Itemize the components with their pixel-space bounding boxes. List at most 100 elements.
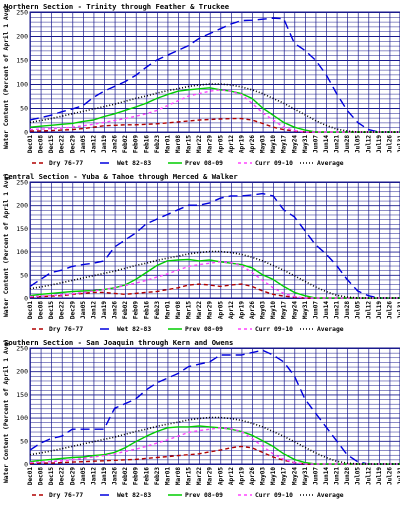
legend-label: Dry 76-77 — [49, 160, 83, 167]
x-tick-label: May03 — [260, 301, 267, 319]
x-tick-label: Jan05 — [80, 467, 87, 485]
x-tick-label: Apr05 — [217, 467, 224, 485]
x-tick-label: Apr05 — [217, 301, 224, 319]
x-tick-label: Feb23 — [154, 301, 161, 319]
x-tick-label: May03 — [260, 135, 267, 153]
x-tick-label: Feb16 — [143, 301, 150, 319]
series-line-2 — [29, 192, 400, 299]
x-tick-label: Jun07 — [312, 467, 319, 485]
x-tick-label: May31 — [302, 135, 309, 153]
chart-panel-3: Southern Section - San Joaquin through K… — [2, 338, 400, 499]
x-tick-label: May10 — [270, 467, 277, 485]
x-tick-label: Jan05 — [80, 135, 87, 153]
y-axis-label: Water Content (Percent of April 1 Avg) — [2, 5, 10, 149]
x-tick-label: Mar22 — [196, 301, 203, 319]
y-tick-label: 100 — [16, 248, 28, 256]
x-tick-label: Jun14 — [323, 301, 330, 319]
x-tick-label: Feb09 — [133, 135, 140, 153]
x-tick-label: Jun14 — [323, 467, 330, 485]
x-tick-label: Apr19 — [238, 135, 245, 153]
x-tick-label: Jun28 — [344, 135, 351, 153]
x-tick-label: Jan26 — [112, 301, 119, 319]
x-tick-label: Dec29 — [69, 301, 76, 319]
legend-label: Curr 09-10 — [255, 492, 293, 499]
x-tick-label: Mar15 — [186, 301, 193, 319]
plot-area — [29, 11, 400, 133]
x-tick-label: Mar15 — [186, 135, 193, 153]
x-tick-label: May17 — [281, 135, 288, 153]
x-tick-label: Jan19 — [101, 467, 108, 485]
series-line-4 — [29, 89, 400, 133]
x-tick-label: Mar29 — [207, 467, 214, 485]
x-tick-label: Jul05 — [355, 135, 362, 153]
x-tick-label: Jul26 — [386, 301, 393, 319]
x-tick-label: Feb23 — [154, 467, 161, 485]
y-tick-label: 250 — [16, 179, 28, 187]
x-tick-label: Feb02 — [122, 135, 129, 153]
x-tick-label: Jun21 — [334, 135, 341, 153]
x-tick-label: May10 — [270, 301, 277, 319]
chart-panel-2: Central Section - Yuba & Tahoe through M… — [2, 172, 400, 333]
chart-title: Southern Section - San Joaquin through K… — [4, 338, 233, 347]
y-tick-label: 200 — [16, 202, 28, 210]
x-tick-label: Dec29 — [69, 135, 76, 153]
x-tick-label: Dec29 — [69, 467, 76, 485]
x-tick-label: Jul26 — [386, 135, 393, 153]
x-tick-label: Mar22 — [196, 467, 203, 485]
x-tick-label: Jan12 — [90, 135, 97, 153]
legend-label: Curr 09-10 — [255, 326, 293, 333]
series-line-4 — [29, 261, 400, 299]
x-tick-label: Jul05 — [355, 301, 362, 319]
legend-label: Curr 09-10 — [255, 160, 293, 167]
x-tick-label: Jan26 — [112, 467, 119, 485]
x-tick-label: Jun28 — [344, 301, 351, 319]
x-tick-label: Apr19 — [238, 467, 245, 485]
y-tick-label: 150 — [16, 225, 28, 233]
y-tick-label: 200 — [16, 33, 28, 41]
x-tick-label: May31 — [302, 467, 309, 485]
x-tick-label: Apr12 — [228, 467, 235, 485]
y-tick-label: 100 — [16, 414, 28, 422]
y-tick-label: 50 — [20, 437, 28, 445]
x-tick-label: Mar08 — [175, 301, 182, 319]
x-tick-label: Dec22 — [59, 135, 66, 153]
y-tick-label: 200 — [16, 368, 28, 376]
series-line-2 — [29, 349, 400, 465]
x-tick-label: Jul31 — [397, 467, 400, 485]
x-tick-label: Mar01 — [164, 301, 171, 319]
x-tick-label: Feb09 — [133, 467, 140, 485]
y-tick-label: 50 — [20, 105, 28, 113]
x-tick-label: Jul26 — [386, 467, 393, 485]
plot-area — [29, 181, 400, 299]
x-tick-label: Feb02 — [122, 467, 129, 485]
y-tick-label: 0 — [24, 129, 28, 137]
x-tick-label: Mar29 — [207, 301, 214, 319]
y-axis-label: Water Content (Percent of April 1 Avg) — [2, 173, 10, 317]
x-tick-label: Dec22 — [59, 467, 66, 485]
series-line-5 — [29, 250, 400, 299]
x-tick-label: Jun14 — [323, 135, 330, 153]
x-tick-label: Jun21 — [334, 467, 341, 485]
y-tick-label: 100 — [16, 81, 28, 89]
legend-label: Average — [317, 492, 344, 499]
y-axis-label: Water Content (Percent of April 1 Avg) — [2, 339, 10, 483]
x-tick-label: Jul31 — [397, 301, 400, 319]
y-tick-label: 150 — [16, 57, 28, 65]
legend-label: Average — [317, 326, 344, 333]
x-tick-label: Dec08 — [38, 301, 45, 319]
x-tick-label: Feb23 — [154, 135, 161, 153]
x-tick-label: Apr26 — [249, 301, 256, 319]
x-tick-label: Jan26 — [112, 135, 119, 153]
x-tick-label: Mar29 — [207, 135, 214, 153]
x-tick-label: Mar08 — [175, 467, 182, 485]
x-tick-label: Jul12 — [365, 301, 372, 319]
x-tick-label: Dec22 — [59, 301, 66, 319]
legend-label: Dry 76-77 — [49, 492, 83, 499]
x-tick-label: Feb09 — [133, 301, 140, 319]
legend-label: Prev 08-09 — [185, 326, 223, 333]
y-tick-label: 150 — [16, 391, 28, 399]
series-line-5 — [29, 83, 400, 133]
x-tick-label: May03 — [260, 467, 267, 485]
x-tick-label: May24 — [291, 135, 298, 153]
x-tick-label: Jan12 — [90, 301, 97, 319]
